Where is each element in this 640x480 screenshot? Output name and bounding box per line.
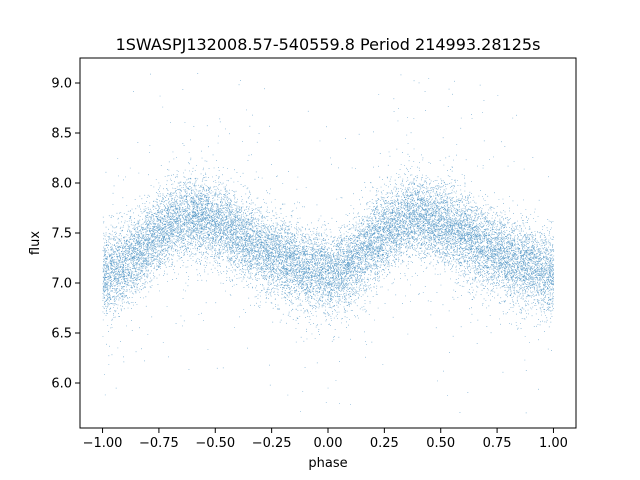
x-tick-label: 0.25 [370,436,399,451]
plot-frame [79,57,577,429]
y-tick-label: 6.0 [51,377,72,392]
y-tick-label: 9.0 [51,77,72,92]
x-tick-label: 0.75 [483,436,512,451]
x-axis-ticks: −1.00 −0.75 −0.50 −0.25 0.00 0.25 0.50 0.75 1.00 [83,428,568,451]
x-tick-label: 1.00 [539,436,568,451]
y-tick-label: 6.5 [51,327,72,342]
y-tick-label: 8.5 [51,127,72,142]
y-tick-label: 8.0 [51,177,72,192]
x-tick-label: −0.75 [139,436,179,451]
x-axis-label: phase [308,456,347,471]
x-tick-label: −1.00 [83,436,123,451]
x-tick-label: −0.50 [195,436,235,451]
x-tick-label: 0.50 [426,436,455,451]
chart-title: 1SWASPJ132008.57-540559.8 Period 214993.… [116,35,541,54]
y-tick-label: 7.0 [51,277,72,292]
y-axis-ticks: 6.0 6.5 7.0 7.5 8.0 8.5 9.0 [51,77,80,392]
y-axis-label: flux [28,231,43,255]
x-tick-label: 0.00 [314,436,343,451]
x-tick-label: −0.25 [252,436,292,451]
y-tick-label: 7.5 [51,227,72,242]
